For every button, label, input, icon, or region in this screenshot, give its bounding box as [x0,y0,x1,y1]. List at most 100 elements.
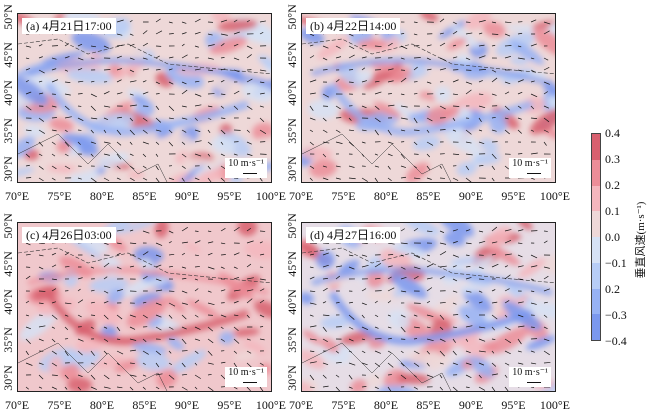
map-panel: (b) 4月22日14:00 10 m·s⁻¹ [301,13,556,183]
vertical-velocity-blob [316,250,335,270]
wind-vector [51,57,57,60]
wind-vector [504,105,510,111]
wind-vector [413,374,417,378]
y-tick-label: 45°N [285,251,299,277]
mountain-band [27,57,269,87]
border-line [18,133,168,182]
wind-vector [465,141,472,144]
wind-vector [103,276,108,280]
wind-vector [413,117,418,124]
colorbar-bin [592,288,600,315]
wind-vector [491,165,496,171]
y-tick-label: 45°N [1,251,15,277]
wind-vector [335,386,341,391]
wind-vector [452,79,459,83]
wind-vector [90,80,95,83]
wind-vector [478,55,486,59]
wind-vector [348,350,353,353]
basin-rim-band [44,290,250,346]
wind-vector [90,57,95,60]
wind-vector [129,374,137,377]
wind-vector [335,350,339,354]
wind-vector [168,362,172,365]
wind-vector [220,242,226,245]
wind-vector [530,265,538,268]
wind-vector [129,80,137,83]
wind-vector [335,56,342,59]
wind-vector [207,33,213,36]
wind-vector [181,373,188,376]
vertical-velocity-blob [69,162,104,175]
wind-vector [181,105,187,108]
wind-vector [465,386,470,388]
wind-vector [233,105,239,110]
wind-vector [504,386,509,391]
wind-vector [194,278,199,281]
vertical-velocity-blob [258,137,271,147]
wind-vector [194,80,200,83]
colorbar-tick: 0.2 [605,282,620,296]
vertical-velocity-blob [126,298,168,328]
wind-vector [233,69,240,73]
colorbar-tick: 0.2 [605,178,620,192]
wind-vector [426,57,431,61]
wind-vector [517,350,522,353]
wind-vector [322,45,329,49]
wind-vector [348,374,353,380]
wind-vector [103,314,109,320]
wind-vector [439,42,446,47]
reference-arrow-icon [228,379,264,387]
wind-vector [309,253,314,256]
wind-vector [374,326,379,329]
wind-vector [155,81,160,85]
vertical-velocity-blob [350,379,368,391]
wind-vector [361,105,367,109]
wind-vector [181,153,187,158]
wind-vector [491,21,497,24]
wind-vector [155,254,162,258]
colorbar-bin [592,159,600,186]
wind-vector [155,302,162,306]
wind-vector [400,314,406,318]
wind-vector [309,290,316,292]
wind-vector [426,326,431,329]
wind-vector [491,33,499,35]
wind-vector [129,153,134,156]
wind-vector [517,117,522,120]
wind-vector [51,264,57,268]
wind-vector [543,141,547,146]
vertical-velocity-blob [444,231,466,247]
x-tick-label: 75°E [331,398,356,412]
wind-vector [543,21,551,25]
wind-vector [374,80,380,83]
wind-vector [491,289,496,292]
vertical-velocity-blob [19,309,58,341]
wind-vector [142,362,146,365]
wind-vector [504,362,510,366]
wind-vector [322,141,330,144]
colorbar-label: 垂直风速(m·s⁻¹) [633,201,647,278]
vertical-velocity-blob [154,134,193,158]
wind-vector [194,153,202,157]
wind-vector [504,81,511,85]
wind-vector [142,68,149,71]
wind-vector [181,226,188,232]
colorbar-tick: −0.4 [605,334,627,348]
wind-vector [155,373,163,376]
wind-vector [452,338,456,343]
wind-vector [348,117,352,121]
wind-vector [309,79,317,83]
wind-vector [64,374,69,379]
wind-vector [478,290,483,293]
wind-vector [116,19,124,23]
wind-vector [465,153,473,156]
wind-vector [387,165,391,170]
vertical-velocity-blob [525,335,555,350]
wind-vector [400,266,406,270]
y-tick-label: 40°N [1,80,15,106]
x-tick-label: 80°E [89,189,115,203]
wind-vector [64,116,72,119]
wind-vector [90,129,94,134]
wind-vector [246,314,250,319]
wind-vector [220,374,226,380]
